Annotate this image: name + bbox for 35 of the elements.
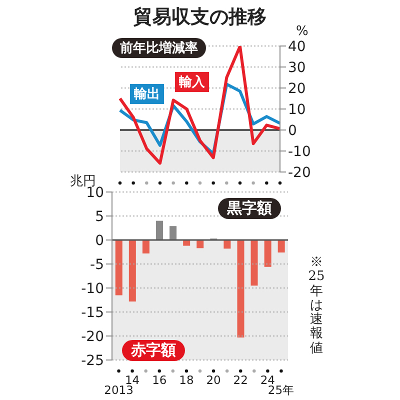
chart-subtitle: 前年比増減率 <box>112 38 206 58</box>
y-tick-label: 0 <box>95 232 104 249</box>
series-label: 輸入 <box>175 72 209 92</box>
bar <box>278 240 285 252</box>
bar <box>128 240 136 302</box>
annotation: 黒字額 <box>218 198 281 219</box>
bar <box>170 226 177 240</box>
bar <box>237 240 244 338</box>
y-tick-label: -25 <box>81 352 104 369</box>
y-tick-label: 40 <box>288 38 306 55</box>
y-tick-label: -10 <box>288 144 311 160</box>
bar <box>115 240 122 296</box>
bar <box>250 240 258 286</box>
y-tick-label: 20 <box>288 80 306 97</box>
series-label: 輸出 <box>130 84 164 104</box>
y-tick-label: -10 <box>81 280 104 297</box>
y-axis-title: % <box>296 24 308 39</box>
y-tick-label: -20 <box>81 328 104 345</box>
x-tick-label: 22 <box>233 373 248 387</box>
x-tick-label: 16 <box>152 373 167 387</box>
x-tick-label: 18 <box>179 373 194 387</box>
text: ※25年は速報値 <box>308 255 325 356</box>
x-tick-label: 20 <box>206 373 221 387</box>
bar <box>142 240 150 254</box>
bar <box>264 240 272 267</box>
y-tick-label: 30 <box>288 60 306 76</box>
annotation: 赤字額 <box>122 340 185 361</box>
y-tick-label: -5 <box>90 256 104 273</box>
y-tick-label: 5 <box>95 208 104 225</box>
y-tick-label: 0 <box>288 122 297 139</box>
y-tick-label: 10 <box>288 102 306 118</box>
y-tick-label: -15 <box>81 304 104 321</box>
y-tick-label: -20 <box>288 164 311 181</box>
chart-title: 貿易収支の推移 <box>134 6 266 28</box>
bar <box>156 220 163 240</box>
